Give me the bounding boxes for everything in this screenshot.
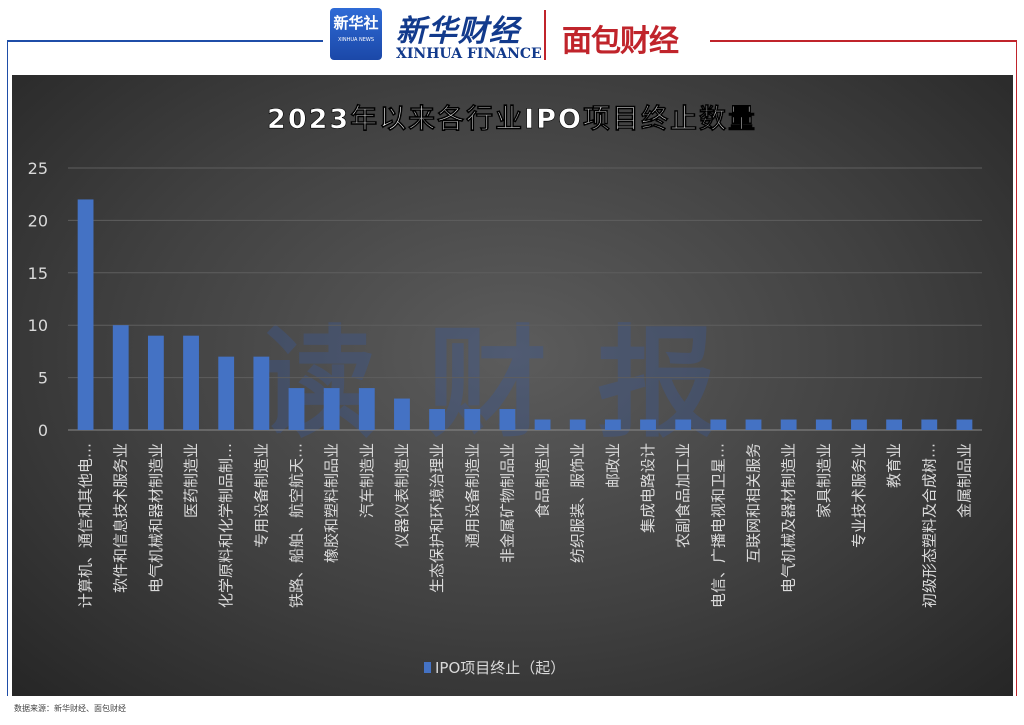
watermark: 读财报 [257,315,767,454]
bar [710,419,727,430]
x-tick-label: 软件和信息技术服务业 [112,443,130,593]
bar [815,419,832,430]
x-tick-label: 仪器仪表制造业 [393,443,411,548]
x-tick-label: 集成电路设计 [639,443,657,533]
x-tick-label: 纺织服装、服饰业 [569,443,587,563]
brand-separator [544,10,546,60]
bar [499,409,516,430]
x-tick-label: 金属制品业 [955,443,973,518]
x-tick-label: 生态保护和环境治理业 [428,443,446,593]
x-axis-labels: 计算机、通信和其他电… 软件和信息技术服务业 电气机械和器材制造业 医药制造业 化学原料… [77,443,974,608]
xinhua-finance-brand-cn: 新华财经 [396,14,520,49]
bar [112,325,129,430]
x-tick-label: 食品制造业 [534,443,552,518]
xinhua-finance-brand-en: XINHUA FINANCE [396,46,542,62]
header-line-left [8,40,323,42]
bar [394,398,410,430]
bar [640,419,656,430]
data-source: 数据来源：新华财经、面包财经 [14,704,126,713]
y-tick-label: 20 [28,211,48,230]
bar [358,388,375,430]
x-tick-label: 家具制造业 [815,443,833,518]
chart-title: 2023年以来各行业IPO项目终止数量 [267,103,757,135]
x-tick-label: 电信、广播电视和卫星… [709,443,727,608]
y-axis-ticks: 0 5 10 15 20 25 [28,159,48,440]
x-tick-label: 计算机、通信和其他电… [77,443,95,608]
bar [218,356,235,430]
xinhua-logo-cn: 新华社 [333,14,379,32]
x-tick-label: 专用设备制造业 [252,443,270,548]
frame-line-right [1016,40,1017,696]
bar [464,409,481,430]
bar [886,419,903,430]
x-tick-label: 专业技术服务业 [850,443,868,548]
legend: IPO项目终止（起） [424,659,565,677]
bar [288,388,305,430]
bar [253,356,270,430]
bar [534,419,551,430]
bar [569,419,586,430]
x-tick-label: 通用设备制造业 [463,443,481,548]
x-tick-label: 农副食品加工业 [674,443,692,548]
x-tick-label: 非金属矿物制品业 [498,443,516,563]
xinhua-news-logo: 新华社 XINHUA NEWS [330,8,382,60]
header: 新华社 XINHUA NEWS 新华财经 XINHUA FINANCE 面包财经 [0,0,1024,70]
xinhua-logo-en: XINHUA NEWS [337,37,375,43]
legend-swatch [424,662,431,673]
bar [147,335,164,430]
x-tick-label: 铁路、船舶、航空航天… [288,443,306,608]
bar [429,409,446,430]
header-line-right [710,40,1016,42]
bar [77,199,94,430]
bar [956,419,973,430]
bar [323,388,340,430]
bar [851,419,867,430]
frame-line-left [7,40,8,696]
y-tick-label: 10 [28,316,48,335]
chart-panel: 读财报 2023年以来各行业IPO项目终止数量 0 5 10 15 20 25 计算机、通… [12,75,1013,696]
bar [745,419,762,430]
x-tick-label: 初级形态塑料及合成树… [920,443,938,608]
bar [675,419,692,430]
y-tick-label: 15 [28,264,48,283]
bar [604,419,621,430]
legend-label: IPO项目终止（起） [435,659,565,677]
y-tick-label: 5 [38,369,48,388]
y-tick-label: 25 [28,159,48,178]
x-tick-label: 医药制造业 [182,443,200,518]
x-tick-label: 化学原料和化学制品制… [217,443,235,608]
bar-chart: 读财报 2023年以来各行业IPO项目终止数量 0 5 10 15 20 25 计算机、通… [28,103,982,677]
bar [921,419,938,430]
mianbao-finance-logo: 面包财经 [562,24,679,59]
bar [780,419,797,430]
x-tick-label: 教育业 [885,443,903,488]
x-tick-label: 邮政业 [604,443,622,488]
x-tick-label: 电气机械及器材制造业 [780,443,798,593]
bars [77,199,973,430]
y-tick-label: 0 [38,421,48,440]
x-tick-label: 互联网和相关服务 [745,443,763,563]
x-tick-label: 橡胶和塑料制品业 [323,443,341,563]
x-tick-label: 电气机械和器材制造业 [147,443,165,593]
bar [183,335,199,430]
x-tick-label: 汽车制造业 [358,443,376,518]
